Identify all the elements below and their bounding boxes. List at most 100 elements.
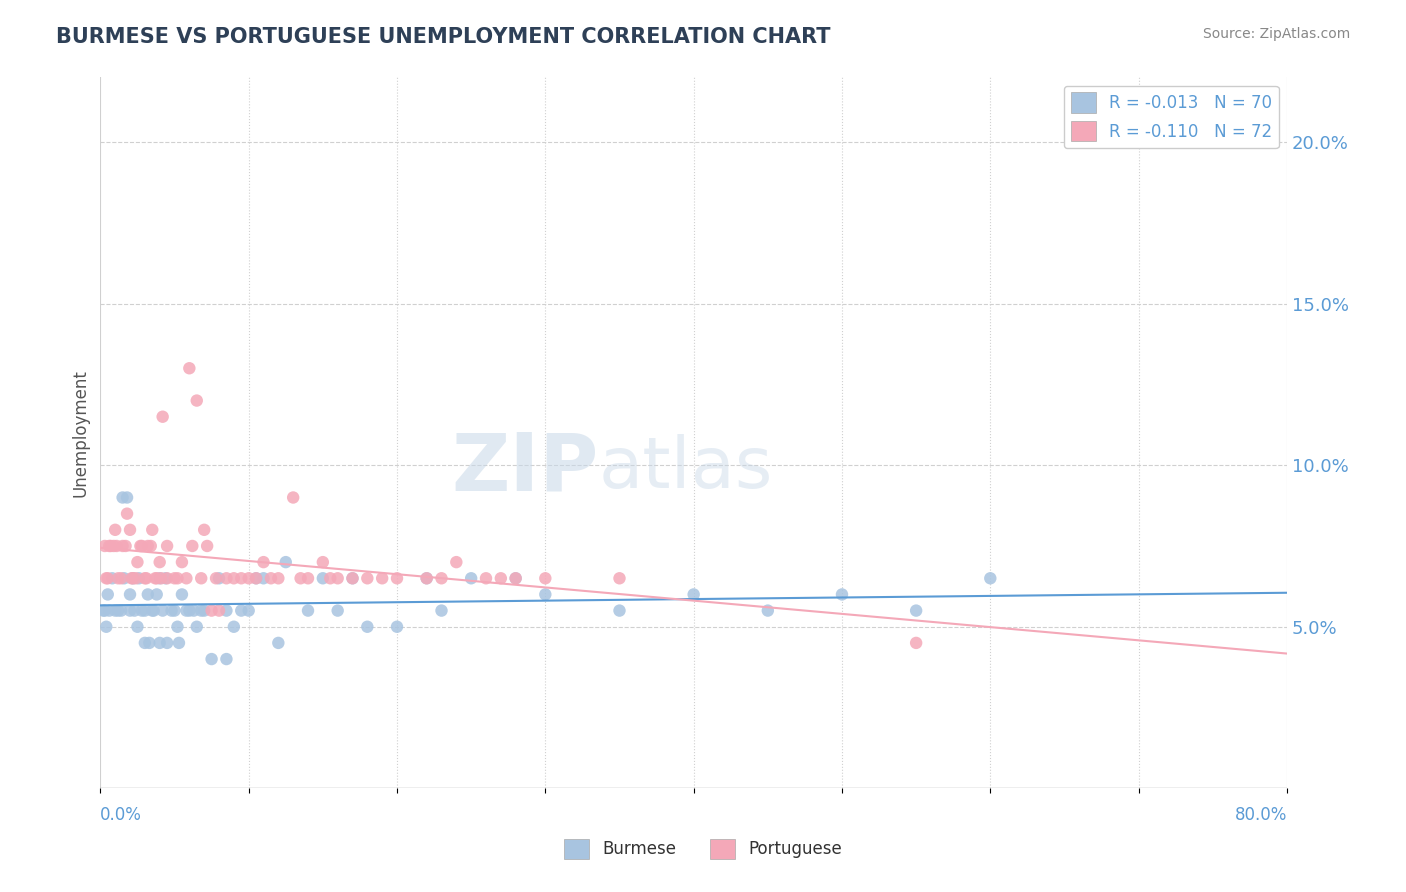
Point — [98, 539, 121, 553]
Point — [385, 571, 408, 585]
Point — [176, 571, 198, 585]
Point — [115, 491, 138, 505]
Point — [290, 571, 312, 585]
Point — [166, 571, 188, 585]
Text: Source: ZipAtlas.com: Source: ZipAtlas.com — [1202, 27, 1350, 41]
Point — [609, 604, 631, 618]
Point — [505, 571, 527, 585]
Point — [193, 523, 215, 537]
Point — [155, 571, 177, 585]
Point — [326, 604, 349, 618]
Point — [104, 523, 127, 537]
Point — [125, 571, 148, 585]
Point — [104, 604, 127, 618]
Point — [208, 604, 231, 618]
Point — [150, 571, 173, 585]
Point — [107, 604, 129, 618]
Point — [96, 620, 118, 634]
Point — [128, 571, 150, 585]
Point — [94, 539, 117, 553]
Point — [115, 507, 138, 521]
Point — [145, 587, 167, 601]
Point — [245, 571, 267, 585]
Point — [609, 571, 631, 585]
Point — [979, 571, 1001, 585]
Point — [105, 539, 128, 553]
Point — [195, 539, 218, 553]
Point — [682, 587, 704, 601]
Point — [312, 555, 335, 569]
Point — [208, 571, 231, 585]
Text: 0.0%: 0.0% — [100, 806, 142, 824]
Point — [118, 604, 141, 618]
Point — [94, 604, 117, 618]
Point — [312, 571, 335, 585]
Point — [200, 604, 222, 618]
Point — [142, 604, 165, 618]
Point — [134, 604, 156, 618]
Point — [267, 636, 290, 650]
Point — [131, 604, 153, 618]
Point — [141, 523, 163, 537]
Legend: Burmese, Portuguese: Burmese, Portuguese — [557, 832, 849, 866]
Point — [152, 604, 174, 618]
Point — [129, 539, 152, 553]
Point — [98, 604, 121, 618]
Point — [149, 571, 172, 585]
Point — [136, 587, 159, 601]
Point — [356, 620, 378, 634]
Point — [152, 409, 174, 424]
Point — [238, 604, 260, 618]
Point — [112, 571, 135, 585]
Point — [134, 636, 156, 650]
Point — [139, 539, 162, 553]
Point — [131, 539, 153, 553]
Point — [143, 571, 166, 585]
Y-axis label: Unemployment: Unemployment — [72, 369, 89, 497]
Text: atlas: atlas — [599, 434, 773, 503]
Point — [186, 393, 208, 408]
Point — [163, 604, 186, 618]
Point — [160, 604, 183, 618]
Point — [181, 539, 204, 553]
Point — [176, 604, 198, 618]
Point — [136, 539, 159, 553]
Point — [170, 555, 193, 569]
Point — [114, 539, 136, 553]
Point — [342, 571, 364, 585]
Point — [127, 555, 149, 569]
Point — [415, 571, 437, 585]
Text: BURMESE VS PORTUGUESE UNEMPLOYMENT CORRELATION CHART: BURMESE VS PORTUGUESE UNEMPLOYMENT CORRE… — [56, 27, 831, 46]
Point — [183, 604, 205, 618]
Point — [238, 571, 260, 585]
Point — [252, 555, 274, 569]
Point — [222, 571, 245, 585]
Point — [356, 571, 378, 585]
Point — [274, 555, 297, 569]
Point — [122, 571, 145, 585]
Point — [141, 604, 163, 618]
Point — [534, 571, 557, 585]
Point — [170, 587, 193, 601]
Point — [124, 604, 146, 618]
Point — [110, 604, 132, 618]
Point — [231, 571, 253, 585]
Point — [260, 571, 283, 585]
Point — [179, 604, 201, 618]
Point — [231, 604, 253, 618]
Point — [905, 636, 928, 650]
Point — [190, 571, 212, 585]
Point — [118, 523, 141, 537]
Point — [179, 361, 201, 376]
Point — [200, 652, 222, 666]
Point — [267, 571, 290, 585]
Point — [111, 539, 134, 553]
Point — [138, 636, 160, 650]
Point — [215, 604, 238, 618]
Point — [156, 539, 179, 553]
Text: 80.0%: 80.0% — [1234, 806, 1286, 824]
Point — [222, 620, 245, 634]
Point — [205, 571, 228, 585]
Point — [110, 571, 132, 585]
Point — [111, 491, 134, 505]
